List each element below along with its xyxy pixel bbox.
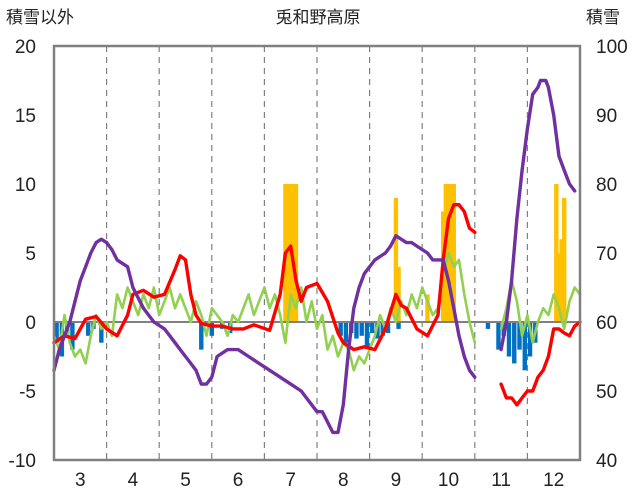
- series-line-4: [52, 251, 477, 372]
- bar-0-13: [554, 184, 559, 322]
- y-right-tick-label: 50: [596, 382, 617, 403]
- x-tick-label: 11: [491, 470, 511, 491]
- bar-1-26: [512, 322, 517, 364]
- y-right-tick-label: 90: [596, 106, 617, 127]
- series-line-1: [499, 78, 577, 352]
- bar-1-20: [385, 322, 391, 334]
- bar-1-29: [527, 322, 533, 357]
- bar-0-12: [451, 184, 456, 322]
- y-right-tick-label: 100: [596, 37, 628, 58]
- y-right-tick-label: 70: [596, 244, 617, 265]
- bar-1-3: [70, 322, 75, 350]
- bar-1-22: [485, 322, 491, 329]
- x-tick-label: 9: [391, 470, 402, 491]
- bar-1-16: [364, 322, 370, 347]
- bar-1-11: [338, 322, 343, 336]
- x-tick-label: 8: [338, 470, 349, 491]
- series-line-0: [52, 234, 477, 435]
- x-tick-label: 3: [75, 470, 86, 491]
- bar-1-8: [209, 322, 214, 336]
- y-left-tick-label: -10: [9, 451, 36, 472]
- bar-1-17: [370, 322, 375, 334]
- bar-0-15: [559, 239, 564, 322]
- bar-0-4: [293, 184, 299, 322]
- y-axis-left-label: 積雪以外: [6, 8, 74, 28]
- y-right-tick-label: 60: [596, 313, 617, 334]
- y-left-tick-label: 15: [15, 106, 36, 127]
- bar-0-5: [393, 197, 399, 322]
- bar-1-6: [99, 322, 104, 343]
- y-left-tick-label: 20: [15, 37, 36, 58]
- series-lines: [52, 78, 582, 435]
- x-tick-label: 7: [285, 470, 296, 491]
- bar-1-25: [506, 322, 512, 357]
- x-axis-ticks: 3 4 5 6 7 8 9 10 11 12: [75, 470, 564, 491]
- bar-0-11: [448, 184, 454, 322]
- bar-0-16: [562, 197, 567, 322]
- bar-0-6: [396, 266, 401, 322]
- series-line-5: [499, 279, 582, 344]
- y-axis-right-label: 積雪: [586, 8, 620, 28]
- y-right-tick-label: 40: [596, 451, 617, 472]
- series-line-3: [499, 320, 582, 407]
- bar-1-28: [522, 322, 527, 371]
- x-tick-label: 6: [233, 470, 244, 491]
- y-left-tick-label: -5: [19, 382, 36, 403]
- x-tick-label: 5: [180, 470, 191, 491]
- bar-1-15: [359, 322, 364, 336]
- y-right-tick-label: 80: [596, 175, 617, 196]
- bar-0-1: [285, 184, 291, 322]
- y-left-tick-label: 10: [15, 175, 36, 196]
- bar-1-7: [199, 322, 204, 350]
- y-left-tick-label: 5: [25, 244, 36, 265]
- bar-1-4: [85, 322, 91, 336]
- bar-1-21: [396, 322, 401, 329]
- x-tick-label: 10: [438, 470, 459, 491]
- bar-0-7: [425, 294, 430, 322]
- bar-1-0: [54, 322, 59, 343]
- bar-1-12: [343, 322, 349, 343]
- y-axis-right-ticks: 40 50 60 70 80 90 100: [596, 37, 628, 472]
- x-tick-label: 4: [128, 470, 139, 491]
- bar-0-9: [443, 184, 449, 322]
- grid: [105, 46, 529, 460]
- bar-1-14: [354, 322, 359, 339]
- bar-1-23: [496, 322, 501, 350]
- y-left-tick-label: 0: [25, 313, 36, 334]
- x-tick-label: 12: [543, 470, 564, 491]
- plot-area-frame: [52, 44, 582, 462]
- y-axis-left-ticks: -10 -5 0 5 10 15 20: [9, 37, 36, 472]
- chart-title: 兎和野高原: [276, 8, 361, 28]
- bar-0-14: [556, 253, 562, 322]
- bar-1-19: [380, 322, 385, 336]
- bar-1-27: [517, 322, 522, 350]
